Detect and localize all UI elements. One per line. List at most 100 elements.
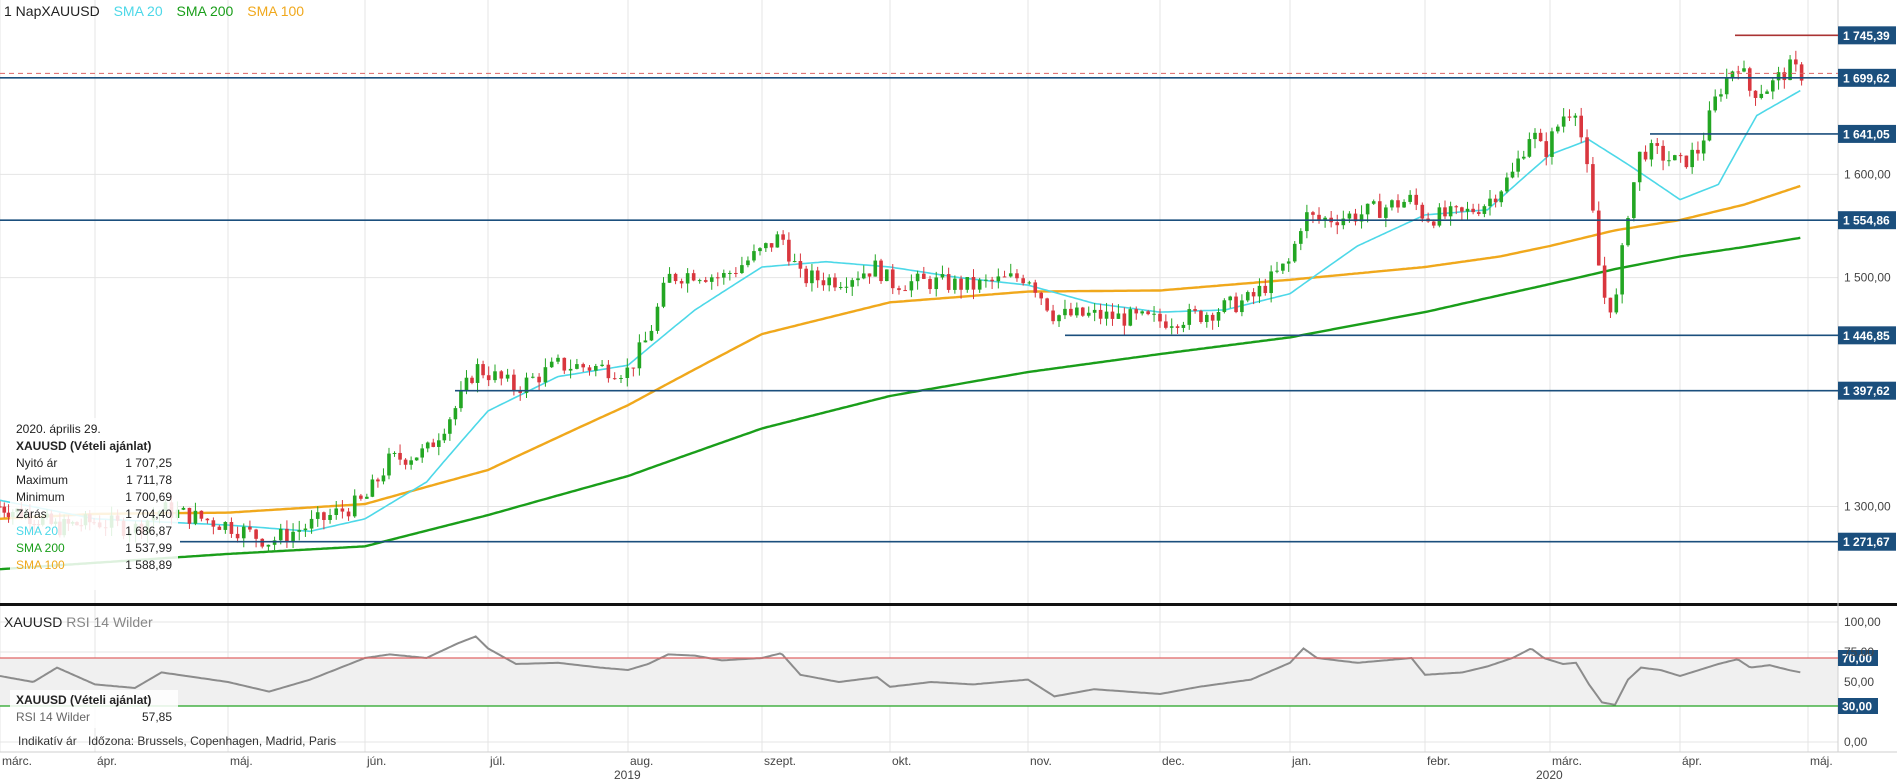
level-label: 1 641,05 [1838, 124, 1896, 143]
candle-up [856, 278, 860, 281]
candle-up [861, 273, 866, 279]
candle-up [1707, 110, 1712, 141]
candle-down [971, 277, 976, 290]
candle-up [1390, 200, 1394, 208]
candle-down [1234, 296, 1238, 313]
candle-down [248, 526, 252, 530]
candle-down [1736, 71, 1741, 73]
candle-up [1269, 271, 1273, 294]
candle-up [1673, 155, 1677, 161]
level-label-text: 1 271,67 [1843, 535, 1890, 549]
candle-down [1608, 297, 1613, 313]
candle-up [1724, 77, 1729, 95]
info-row-low: Minimum 1 700,69 [16, 490, 172, 504]
candle-down [1317, 214, 1321, 220]
candle-down [254, 529, 258, 539]
legend-sma20[interactable]: SMA 20 [113, 3, 163, 19]
price-info-box: 2020. április 29. XAUUSD (Vételi ajánlat… [10, 418, 178, 590]
candle-down [340, 508, 345, 512]
candle-down [1175, 326, 1180, 328]
candle-down [890, 269, 895, 289]
level-label-text: 1 397,62 [1843, 384, 1890, 398]
candle-down [734, 272, 738, 274]
candle-up [409, 460, 413, 465]
y-tick-label: 1 500,00 [1844, 271, 1891, 285]
candle-up [1305, 212, 1309, 232]
candle-up [1240, 300, 1244, 313]
candle-up [568, 368, 573, 371]
candle-up [1742, 68, 1746, 72]
candle-down [1684, 155, 1689, 168]
candle-down [1476, 212, 1481, 214]
candle-up [722, 273, 726, 278]
x-year-label: 2020 [1536, 768, 1563, 782]
level-label-text: 1 641,05 [1843, 127, 1890, 141]
candle-up [1187, 309, 1192, 325]
panel-separator [0, 603, 1897, 606]
candle-up [661, 282, 666, 307]
candle-down [1134, 309, 1139, 314]
level-label-text: 1 446,85 [1843, 329, 1890, 343]
candle-up [442, 433, 447, 441]
candle-up [940, 274, 945, 278]
candle-down [1164, 321, 1168, 328]
candle-up [1371, 201, 1376, 204]
candle-down [205, 518, 210, 521]
candle-up [1408, 194, 1412, 202]
candle-up [909, 281, 914, 291]
rsi-y-tick-label: 0,00 [1844, 735, 1868, 749]
candle-up [291, 531, 295, 542]
x-tick-label: máj. [230, 754, 253, 768]
candle-up [1499, 191, 1504, 203]
candle-up [709, 277, 714, 282]
legend-sma200[interactable]: SMA 200 [176, 3, 234, 19]
candle-up [977, 279, 982, 290]
candle-down [1335, 222, 1340, 226]
candle-down [211, 520, 216, 527]
candle-up [309, 518, 314, 529]
candle-down [612, 378, 617, 380]
candle-down [867, 273, 872, 277]
candle-up [1632, 182, 1636, 219]
level-label: 1 745,39 [1838, 26, 1896, 45]
candle-down [1015, 273, 1019, 279]
candle-up [885, 269, 889, 282]
candle-down [781, 234, 785, 240]
candle-up [453, 408, 458, 420]
candle-down [769, 243, 774, 248]
candle-up [752, 251, 756, 261]
legend-sma100[interactable]: SMA 100 [247, 3, 305, 19]
candle-down [217, 526, 222, 530]
candle-down [1414, 194, 1419, 205]
candle-up [1788, 59, 1792, 81]
candle-up [352, 495, 357, 517]
candle-down [1747, 68, 1752, 91]
candle-up [1275, 270, 1279, 272]
candle-up [1765, 91, 1769, 94]
candle-down [833, 277, 837, 288]
candle-down [1585, 137, 1589, 165]
level-label-bg [1838, 26, 1896, 45]
candle-up [740, 265, 744, 274]
candle-up [272, 540, 277, 545]
candle-up [370, 479, 375, 497]
candle-down [187, 507, 192, 524]
candle-up [223, 522, 228, 530]
candle-down [1122, 313, 1127, 326]
candle-up [758, 248, 762, 252]
footer-timezone: Időzona: Brussels, Copenhagen, Madrid, P… [88, 734, 337, 748]
candle-up [1561, 116, 1566, 127]
candle-down [1420, 204, 1425, 219]
candle-up [459, 390, 463, 409]
candle-up [1008, 273, 1013, 277]
candle-up [1140, 311, 1144, 314]
rsi-info-box: XAUUSD (Vételi ajánlat) RSI 14 Wilder 57,… [10, 690, 178, 728]
rsi-indicator-name[interactable]: RSI 14 Wilder [66, 614, 153, 630]
candle-up [303, 528, 308, 531]
candle-down [1493, 198, 1498, 203]
candle-up [850, 280, 855, 287]
candle-up [810, 270, 814, 284]
candle-up [1719, 94, 1723, 97]
level-label: 1 699,62 [1838, 68, 1896, 87]
